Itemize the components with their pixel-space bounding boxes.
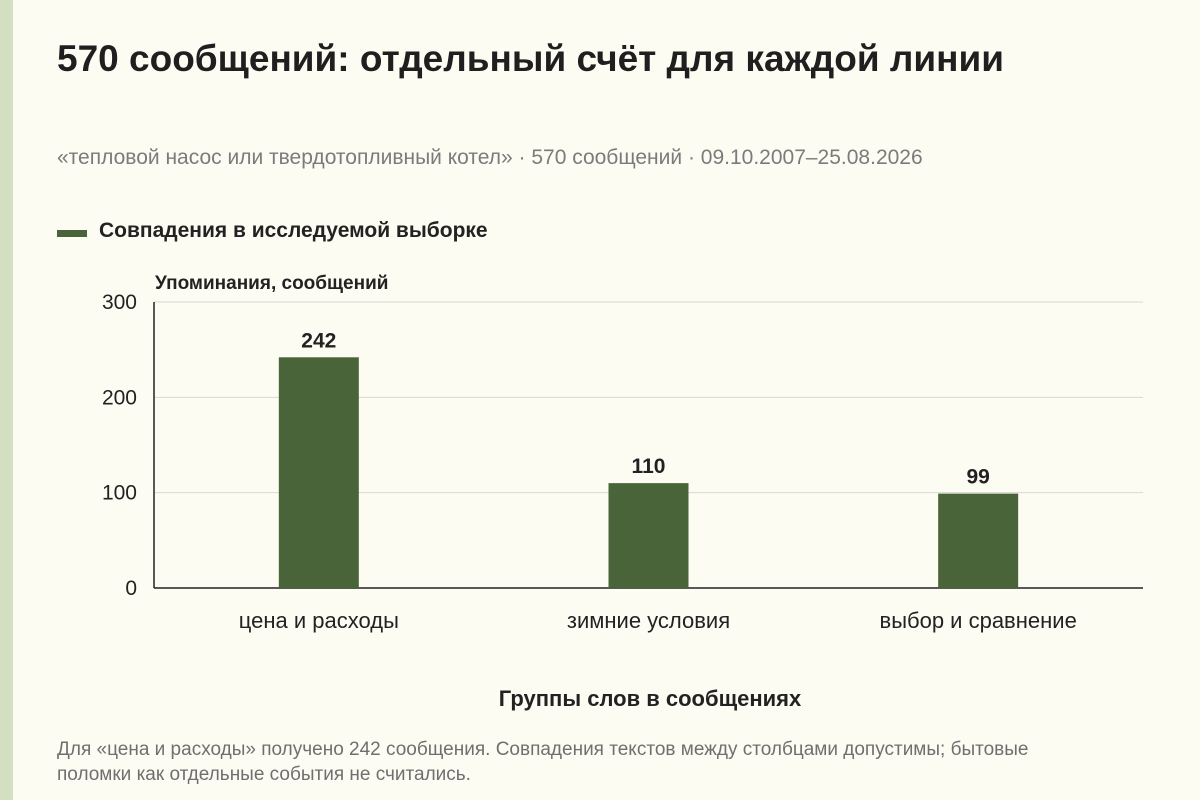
legend: Совпадения в исследуемой выборке [57, 219, 488, 243]
y-axis-label: Упоминания, сообщений [155, 273, 389, 294]
data-label: 99 [966, 466, 989, 489]
data-label: 242 [301, 329, 336, 352]
footnote: Для «цена и расходы» получено 242 сообще… [57, 739, 1029, 785]
left-accent-bar [0, 0, 13, 800]
bar [608, 483, 689, 588]
data-label: 110 [632, 455, 666, 478]
bar [938, 493, 1019, 588]
y-tick-label: 300 [102, 291, 137, 314]
y-tick-label: 0 [125, 577, 137, 600]
y-tick-label: 100 [102, 482, 137, 505]
x-tick-label: цена и расходы [239, 608, 399, 633]
bar [278, 357, 359, 588]
legend-swatch [57, 229, 87, 237]
chart-title: 570 сообщений: отдельный счёт для каждой… [57, 38, 1004, 79]
chart-subtitle: «тепловой насос или твердотопливный коте… [57, 146, 923, 169]
x-axis-label: Группы слов в сообщениях [498, 686, 802, 711]
x-tick-label: выбор и сравнение [880, 608, 1077, 633]
x-tick-label: зимние условия [567, 608, 730, 633]
legend-label: Совпадения в исследуемой выборке [99, 219, 488, 242]
y-tick-label: 200 [102, 386, 137, 409]
